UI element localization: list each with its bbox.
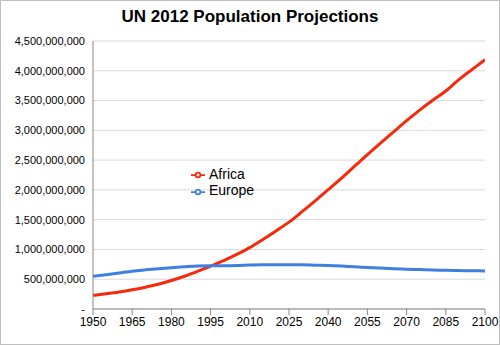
svg-text:2010: 2010 — [236, 315, 263, 329]
svg-text:500,000,000: 500,000,000 — [24, 273, 85, 285]
svg-text:2025: 2025 — [276, 315, 303, 329]
svg-text:3,000,000,000: 3,000,000,000 — [15, 124, 85, 136]
svg-text:1,000,000,000: 1,000,000,000 — [15, 243, 85, 255]
html-text:Europe: Europe — [209, 182, 255, 199]
svg-text:2100: 2100 — [472, 315, 492, 329]
svg-text:2,000,000,000: 2,000,000,000 — [15, 184, 85, 196]
svg-text:3,500,000,000: 3,500,000,000 — [15, 94, 85, 106]
svg-text:2040: 2040 — [315, 315, 342, 329]
html-text:Africa: Africa — [209, 166, 245, 182]
svg-text:4,000,000,000: 4,000,000,000 — [15, 65, 85, 77]
svg-text:1980: 1980 — [158, 315, 185, 329]
svg-text:2,500,000,000: 2,500,000,000 — [15, 154, 85, 166]
svg-text:1,500,000,000: 1,500,000,000 — [15, 214, 85, 226]
svg-text:2085: 2085 — [432, 315, 459, 329]
svg-text:4,500,000,000: 4,500,000,000 — [15, 35, 85, 47]
svg-text:1950: 1950 — [80, 315, 107, 329]
svg-text:2070: 2070 — [393, 315, 420, 329]
html-text:UN 2012 Population Projections: UN 2012 Population Projections — [121, 7, 379, 26]
svg-text:1965: 1965 — [119, 315, 146, 329]
svg-text:2055: 2055 — [354, 315, 381, 329]
svg-text:1995: 1995 — [197, 315, 224, 329]
svg-text:-: - — [81, 303, 85, 315]
